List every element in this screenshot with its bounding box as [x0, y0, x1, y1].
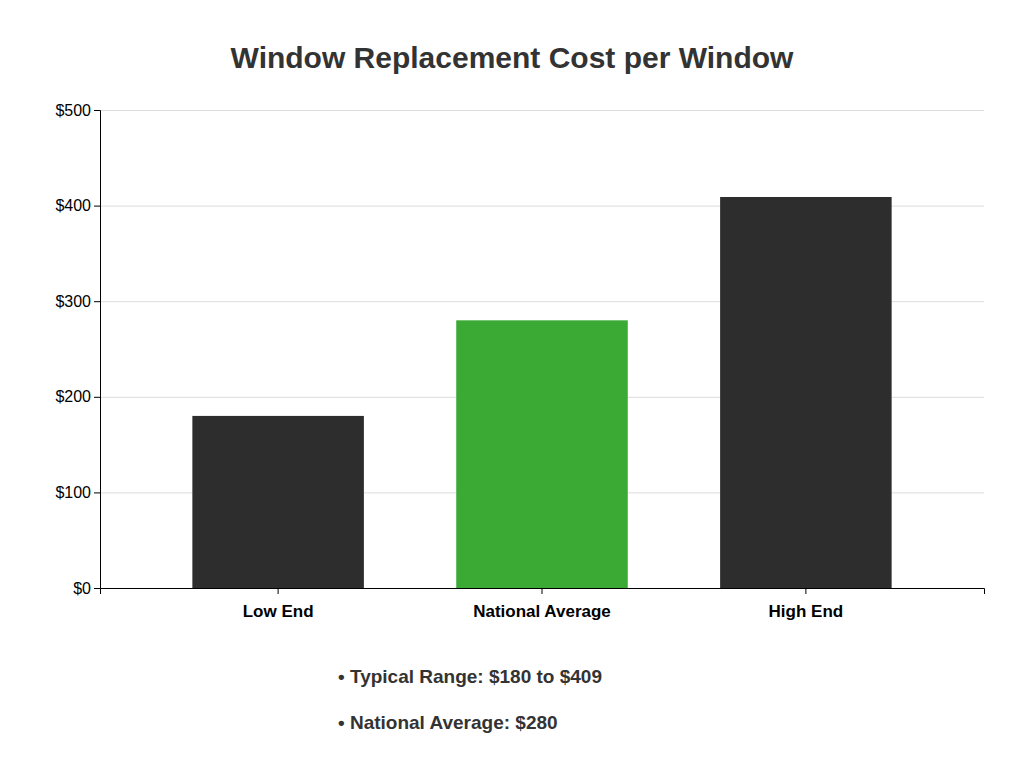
chart: Window Replacement Cost per Window $0 $100…	[0, 0, 1024, 768]
y-tick-label: $0	[73, 580, 91, 597]
y-tick: $0	[73, 580, 100, 597]
x-tick-label: Low End	[243, 602, 314, 621]
bar	[720, 197, 892, 588]
x-tick: National Average	[473, 588, 611, 621]
grid-tick	[100, 110, 984, 111]
x-tick: Low End	[243, 588, 314, 621]
notes: • Typical Range: $180 to $409 • National …	[338, 666, 602, 733]
x-tick-label: High End	[769, 602, 844, 621]
y-tick-mark	[94, 206, 100, 207]
y-tick-mark	[94, 588, 100, 589]
annotation: • National Average: $280	[338, 712, 558, 733]
y-tick-label: $100	[55, 484, 91, 501]
y-tick-label: $300	[55, 293, 91, 310]
y-tick-mark	[94, 397, 100, 398]
x-tick-mark	[805, 588, 806, 594]
x-tick-mark	[278, 588, 279, 594]
title: Window Replacement Cost per Window	[231, 41, 794, 74]
x-axis-line	[101, 589, 985, 595]
y-tick: $400	[55, 197, 100, 214]
grid-line	[100, 110, 984, 111]
bar	[456, 320, 628, 588]
x-axis: Low End National Average High End	[101, 588, 985, 621]
grid	[100, 111, 984, 589]
y-tick-label: $200	[55, 388, 91, 405]
y-tick-label: $500	[55, 102, 91, 119]
y-tick-mark	[94, 301, 100, 302]
x-tick: High End	[769, 588, 844, 621]
y-tick-mark	[94, 110, 100, 111]
x-tick-label: National Average	[473, 602, 611, 621]
annotation: • Typical Range: $180 to $409	[338, 666, 602, 687]
y-tick-label: $400	[55, 197, 91, 214]
y-axis: $0 $100 $200 $300 $400 $500	[55, 102, 100, 597]
y-axis-line	[94, 111, 101, 589]
y-tick: $300	[55, 293, 100, 310]
plot: $0 $100 $200 $300 $400 $500 Low End National Av…	[55, 102, 984, 622]
bars	[192, 197, 891, 588]
y-tick: $500	[55, 102, 100, 119]
x-tick-mark	[542, 588, 543, 594]
bar	[192, 416, 364, 588]
y-tick: $200	[55, 388, 100, 405]
y-tick-mark	[94, 492, 100, 493]
y-tick: $100	[55, 484, 100, 501]
